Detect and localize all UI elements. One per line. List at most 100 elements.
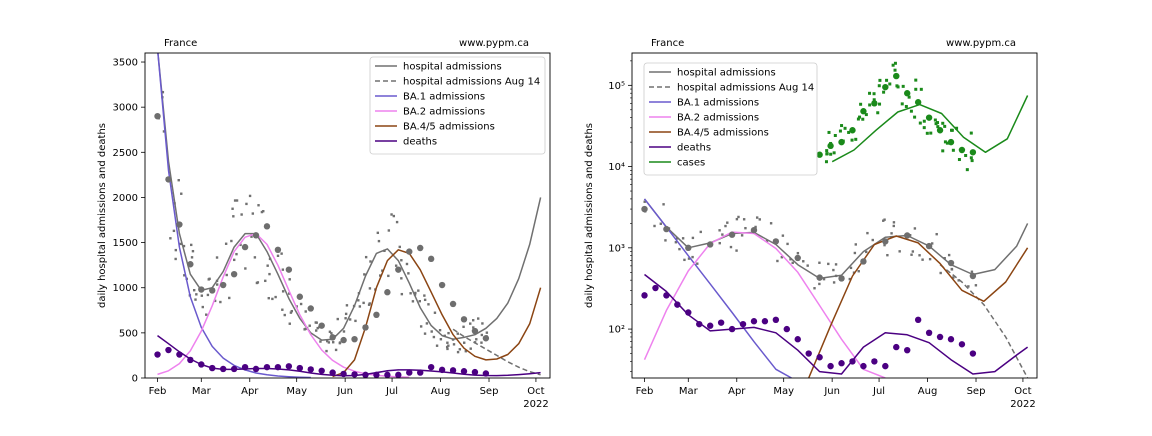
cases-point <box>860 108 867 115</box>
series-line-deaths <box>644 273 1029 375</box>
case-noise-point <box>825 149 829 153</box>
plot-area <box>154 53 542 378</box>
noise-point <box>368 302 371 305</box>
deaths-point <box>641 292 648 299</box>
case-noise-point <box>859 102 863 106</box>
noise-point <box>315 321 318 324</box>
case-noise-point <box>847 130 851 134</box>
noise-point <box>737 215 740 219</box>
x-tick-label: Aug <box>431 386 451 397</box>
case-noise-point <box>825 152 829 156</box>
x-tick-label: Feb <box>636 386 654 397</box>
case-noise-point <box>900 102 904 106</box>
noise-point <box>376 231 380 235</box>
case-noise-point <box>893 68 897 72</box>
cases-point <box>936 127 944 134</box>
legend-label: hospital admissions Aug 14 <box>677 83 814 94</box>
hospital-point <box>318 322 325 329</box>
noise-point <box>718 241 721 245</box>
case-noise-point <box>950 128 954 132</box>
series-line-ba-1-admissions <box>157 53 311 378</box>
case-noise-point <box>955 126 959 130</box>
deaths-point <box>373 371 380 378</box>
noise-point <box>898 250 901 253</box>
noise-point <box>913 227 917 230</box>
deaths-point <box>296 364 304 372</box>
series-line-cases <box>831 95 1029 163</box>
case-noise-point <box>913 115 917 119</box>
noise-point <box>659 222 663 225</box>
noise-point <box>678 247 681 251</box>
noise-point <box>834 263 838 266</box>
hospital-point <box>252 232 260 239</box>
x-tick-label: Mar <box>192 386 212 397</box>
noise-point <box>726 221 729 224</box>
noise-point <box>394 264 398 267</box>
noise-point <box>921 258 924 261</box>
legend: hospital admissions hospital admissions A… <box>643 62 818 176</box>
series-line-ba-4-5-admissions <box>332 249 542 378</box>
case-noise-point <box>861 117 865 121</box>
noise-point <box>233 258 236 262</box>
noise-point <box>379 274 382 277</box>
noise-point <box>182 244 186 248</box>
noise-point <box>755 216 759 219</box>
noise-point <box>336 317 339 321</box>
y-tick-label: 3000 <box>113 103 138 114</box>
noise-point <box>776 259 779 263</box>
deaths-point <box>285 363 293 370</box>
deaths-point <box>154 351 161 358</box>
noise-point <box>423 294 426 297</box>
noise-point <box>228 296 231 300</box>
panel-title: France <box>164 38 197 49</box>
noise-point <box>281 290 285 293</box>
noise-point <box>398 245 401 249</box>
noise-point <box>271 297 274 301</box>
cases-point <box>849 127 856 134</box>
noise-point <box>854 243 857 246</box>
noise-point <box>890 232 893 235</box>
noise-point <box>257 204 260 207</box>
noise-point <box>481 322 484 325</box>
noise-point <box>832 268 835 272</box>
x-tick-label: Oct <box>1014 386 1031 397</box>
noise-point <box>463 341 466 344</box>
noise-point <box>387 229 391 232</box>
cases-point <box>893 72 900 80</box>
noise-point <box>239 243 242 247</box>
noise-point <box>425 322 429 325</box>
x-tick-label: Apr <box>728 386 746 397</box>
noise-point <box>735 249 738 252</box>
noise-point <box>967 285 970 288</box>
noise-point <box>162 130 166 133</box>
noise-point <box>409 292 412 295</box>
noise-point <box>974 284 978 287</box>
deaths-point <box>230 365 238 373</box>
noise-point <box>342 330 346 333</box>
x-tick-label: Mar <box>679 386 699 397</box>
deaths-point <box>329 369 336 376</box>
deaths-point <box>827 362 834 370</box>
hospital-point <box>329 334 336 341</box>
noise-point <box>724 224 727 228</box>
noise-point <box>308 324 311 327</box>
noise-point <box>407 272 410 275</box>
case-noise-point <box>941 149 945 153</box>
noise-point <box>970 270 974 273</box>
cases-point <box>925 114 933 121</box>
noise-point <box>417 289 420 292</box>
legend-label: BA.2 admissions <box>403 107 485 118</box>
hospital-point <box>816 274 823 281</box>
noise-point <box>260 210 264 214</box>
noise-point <box>364 255 368 259</box>
case-noise-point <box>829 152 833 156</box>
case-noise-point <box>951 148 955 152</box>
case-noise-point <box>965 168 969 172</box>
x-tick-label: Sep <box>967 386 986 397</box>
noise-point <box>255 281 259 285</box>
noise-point <box>357 299 360 302</box>
noise-point <box>446 341 449 344</box>
noise-point <box>674 241 678 244</box>
deaths-point <box>652 284 659 292</box>
case-noise-point <box>909 109 913 113</box>
